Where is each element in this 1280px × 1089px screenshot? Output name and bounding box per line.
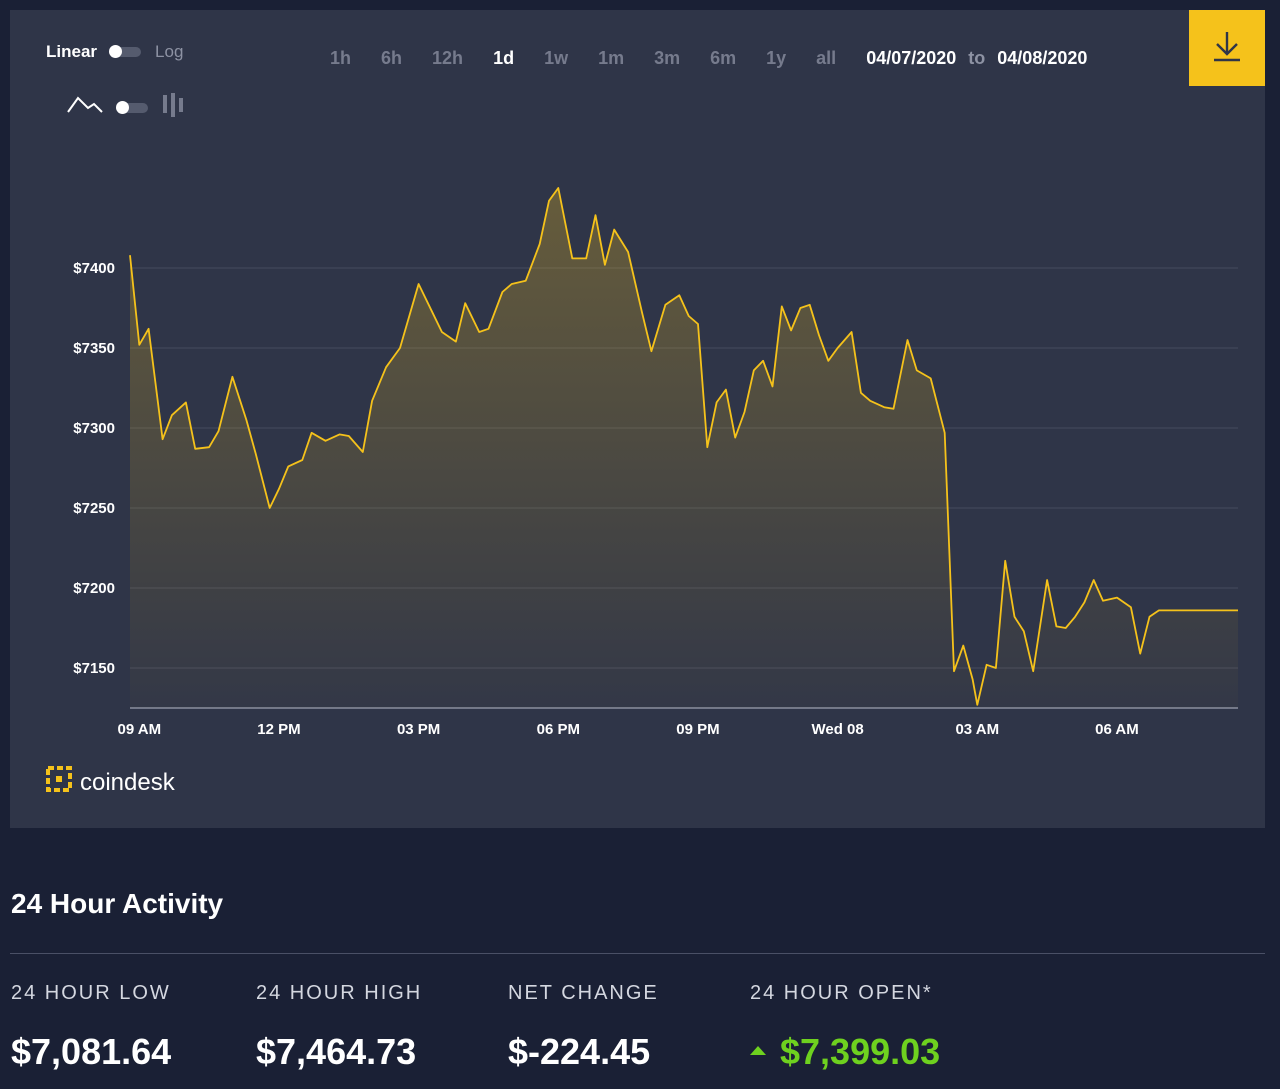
range-6h[interactable]: 6h — [381, 48, 403, 68]
stat-open: 24 HOUR OPEN* $7,399.03 — [750, 982, 940, 1073]
stat-label: 24 HOUR HIGH — [256, 982, 423, 1004]
brand-name: coindesk — [80, 768, 175, 796]
date-range: 04/07/2020 to 04/08/2020 — [866, 48, 1087, 69]
range-3m[interactable]: 3m — [654, 48, 681, 68]
x-tick-label: 06 AM — [1095, 721, 1139, 738]
range-1w[interactable]: 1w — [544, 48, 569, 68]
divider — [10, 953, 1265, 954]
range-1y[interactable]: 1y — [766, 48, 787, 68]
scale-toggle[interactable]: Linear Log — [46, 42, 183, 62]
stat-value: $7,081.64 — [11, 1031, 172, 1072]
candlestick-icon[interactable] — [162, 92, 186, 123]
scale-linear-label[interactable]: Linear — [46, 42, 98, 61]
range-12h[interactable]: 12h — [432, 48, 464, 68]
price-area — [130, 188, 1238, 708]
scale-log-label[interactable]: Log — [155, 42, 184, 61]
stat-label: NET CHANGE — [508, 982, 659, 1004]
range-1h[interactable]: 1h — [330, 48, 352, 68]
x-tick-label: 09 AM — [117, 721, 161, 738]
date-to[interactable]: 04/08/2020 — [997, 48, 1088, 68]
x-tick-label: 12 PM — [257, 721, 300, 738]
stat-label: 24 HOUR OPEN* — [750, 982, 933, 1004]
x-tick-label: 03 AM — [955, 721, 999, 738]
stat-label: 24 HOUR LOW — [11, 982, 171, 1004]
stat-low: 24 HOUR LOW $7,081.64 — [11, 982, 171, 1073]
coindesk-logo: coindesk — [46, 766, 175, 799]
scale-switch[interactable] — [109, 45, 142, 58]
date-from[interactable]: 04/07/2020 — [866, 48, 957, 68]
y-tick-label: $7200 — [73, 580, 115, 597]
x-tick-label: 09 PM — [676, 721, 719, 738]
range-6m[interactable]: 6m — [710, 48, 737, 68]
up-arrow-icon — [750, 1045, 766, 1055]
y-tick-label: $7400 — [73, 260, 115, 277]
chart-panel: Linear Log 1h 6h 12h 1d 1w 1m 3m 6m 1y a… — [10, 10, 1265, 828]
line-chart-icon[interactable] — [66, 94, 104, 121]
x-tick-label: Wed 08 — [812, 721, 864, 738]
activity-title: 24 Hour Activity — [11, 888, 224, 919]
stat-net-change: NET CHANGE $-224.45 — [508, 982, 659, 1073]
price-line — [129, 187, 1238, 706]
chart-type-switch[interactable] — [116, 100, 148, 114]
x-tick-label: 06 PM — [537, 721, 580, 738]
range-1m[interactable]: 1m — [598, 48, 625, 68]
download-icon — [1210, 29, 1244, 68]
y-tick-label: $7300 — [73, 420, 115, 437]
chart-type-toggle[interactable] — [66, 92, 186, 123]
range-1d[interactable]: 1d — [493, 48, 515, 68]
stat-value: $7,464.73 — [256, 1031, 417, 1072]
range-selector: 1h 6h 12h 1d 1w 1m 3m 6m 1y all 04/07/20… — [330, 48, 1087, 69]
range-all[interactable]: all — [816, 48, 837, 68]
y-tick-label: $7150 — [73, 660, 115, 677]
x-tick-label: 03 PM — [397, 721, 440, 738]
y-tick-label: $7250 — [73, 500, 115, 517]
coindesk-mark-icon — [46, 766, 72, 799]
stat-high: 24 HOUR HIGH $7,464.73 — [256, 982, 422, 1073]
price-chart: $7150 $7200 $7250 $7300 $7350 $7400 09 AM 12 P… — [73, 187, 1238, 738]
download-button[interactable] — [1189, 10, 1265, 86]
y-tick-label: $7350 — [73, 340, 115, 357]
stat-value: $-224.45 — [508, 1031, 651, 1072]
date-to-word: to — [968, 48, 986, 68]
stat-value: $7,399.03 — [750, 1031, 940, 1073]
